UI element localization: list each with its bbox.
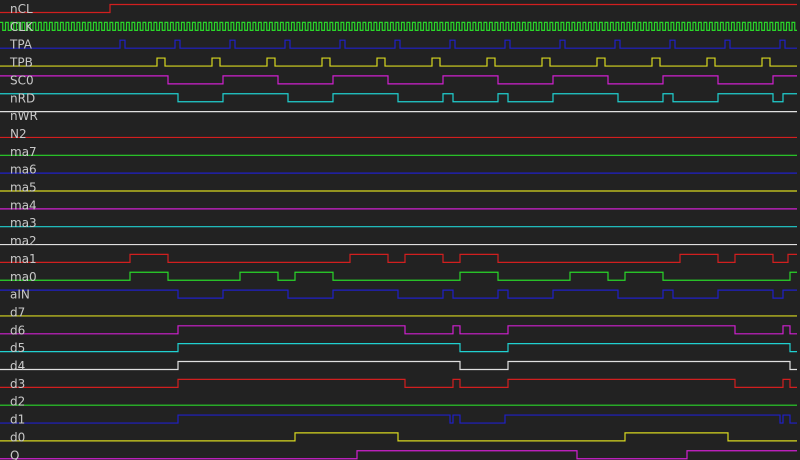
trace-tpa: [0, 39, 797, 49]
trace-d4: [0, 360, 797, 371]
label-ain: aIN: [10, 288, 30, 302]
label-ma7: ma7: [10, 145, 37, 159]
trace-d0: [0, 432, 797, 442]
label-ma2: ma2: [10, 234, 37, 248]
trace-q: [0, 450, 797, 460]
trace-d3: [0, 378, 797, 388]
label-ma0: ma0: [10, 270, 37, 284]
signal-traces: [0, 3, 797, 460]
trace-d1: [0, 414, 797, 424]
trace-ma0: [0, 271, 797, 281]
trace-sc0: [0, 75, 797, 85]
label-d7: d7: [10, 305, 25, 319]
label-ma5: ma5: [10, 181, 37, 195]
label-d0: d0: [10, 430, 25, 444]
label-n2: N2: [10, 127, 27, 141]
trace-d5: [0, 343, 797, 353]
label-ncl: nCL: [10, 2, 33, 16]
trace-clk: [0, 21, 797, 31]
label-d2: d2: [10, 395, 25, 409]
label-d1: d1: [10, 413, 25, 427]
label-d3: d3: [10, 377, 25, 391]
trace-ain: [0, 289, 797, 299]
label-ma4: ma4: [10, 198, 37, 212]
label-ma6: ma6: [10, 163, 37, 177]
label-tpb: TPB: [9, 56, 33, 70]
trace-d6: [0, 325, 797, 335]
trace-tpb: [0, 57, 797, 67]
label-ma3: ma3: [10, 216, 37, 230]
label-q: Q: [10, 448, 19, 460]
trace-ncl: [0, 3, 797, 14]
label-nwr: nWR: [10, 109, 38, 123]
trace-nrd: [0, 93, 797, 103]
label-tpa: TPA: [9, 38, 33, 52]
label-d5: d5: [10, 341, 25, 355]
signal-labels: nCL CLK TPA TPB SC0 nRD nWR N2 ma7 ma6 ma5 ma4 ma3 ma…: [9, 2, 38, 460]
label-d4: d4: [10, 359, 25, 373]
label-d6: d6: [10, 323, 25, 337]
trace-ma1: [0, 253, 797, 263]
label-sc0: SC0: [10, 73, 34, 87]
label-clk: CLK: [10, 20, 34, 34]
label-ma1: ma1: [10, 252, 37, 266]
label-nrd: nRD: [10, 91, 35, 105]
